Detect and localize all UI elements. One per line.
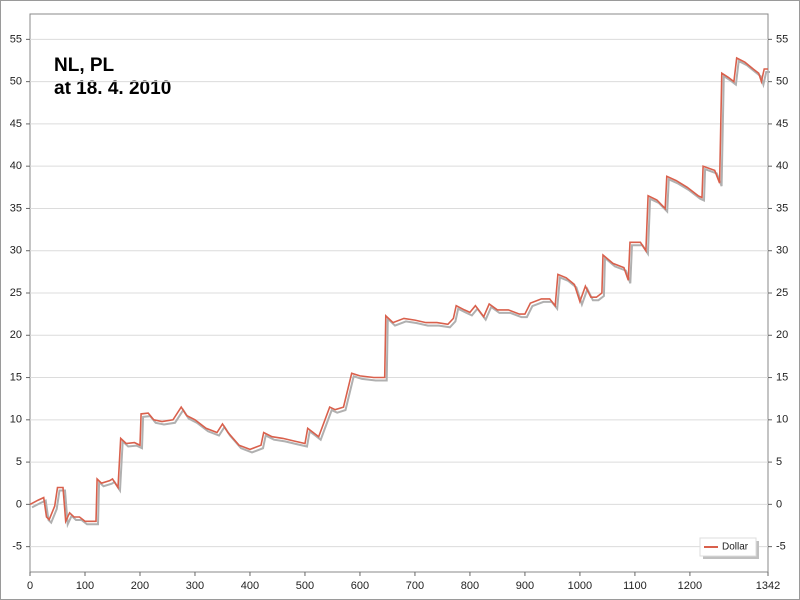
x-tick-label: 1200 (678, 580, 702, 592)
y2-tick-label: 35 (776, 202, 788, 214)
chart-title: NL, PL (54, 55, 115, 76)
y-tick-label: 10 (10, 414, 22, 426)
y2-tick-label: 10 (776, 414, 788, 426)
x-tick-label: 0 (27, 580, 33, 592)
y2-tick-label: 20 (776, 329, 788, 341)
x-tick-label: 900 (516, 580, 534, 592)
legend-label: Dollar (722, 542, 749, 553)
y2-tick-label: 0 (776, 498, 782, 510)
y-tick-label: 30 (10, 245, 22, 257)
y2-tick-label: 40 (776, 160, 788, 172)
y-tick-label: 55 (10, 33, 22, 45)
x-tick-label: 500 (296, 580, 314, 592)
y-tick-label: 20 (10, 329, 22, 341)
line (29, 56, 768, 525)
legend (699, 537, 757, 557)
y-tick-label: 15 (10, 371, 22, 383)
x-tick-label: 200 (131, 580, 149, 592)
y2-tick-label: 25 (776, 287, 788, 299)
y2-tick-label: 50 (776, 76, 788, 88)
x-tick-label: 800 (461, 580, 479, 592)
x-tick-label: 1000 (568, 580, 592, 592)
y2-tick-label: -5 (776, 541, 786, 553)
y-tick-label: 25 (10, 287, 22, 299)
y2-tick-label: 5 (776, 456, 782, 468)
y2-tick-label: 55 (776, 33, 788, 45)
y-tick-label: 35 (10, 202, 22, 214)
y-tick-label: 50 (10, 76, 22, 88)
x-tick-label: 100 (76, 580, 94, 592)
x-tick-label: 600 (351, 580, 369, 592)
y-tick-label: 45 (10, 118, 22, 130)
y-tick-label: 40 (10, 160, 22, 172)
x-tick-label: 1100 (623, 580, 647, 592)
y2-tick-label: 45 (776, 118, 788, 130)
x-tick-label: 300 (186, 580, 204, 592)
y-tick-label: 0 (16, 498, 22, 510)
y2-tick-label: 15 (776, 371, 788, 383)
x-tick-label: 400 (241, 580, 259, 592)
y-tick-label: 5 (16, 456, 22, 468)
chart-subtitle: at 18. 4. 2010 (54, 78, 171, 99)
y-tick-label: -5 (12, 541, 22, 553)
x-tick-label: 700 (406, 580, 424, 592)
x-tick-label: 1342 (756, 580, 780, 592)
y2-tick-label: 30 (776, 245, 788, 257)
